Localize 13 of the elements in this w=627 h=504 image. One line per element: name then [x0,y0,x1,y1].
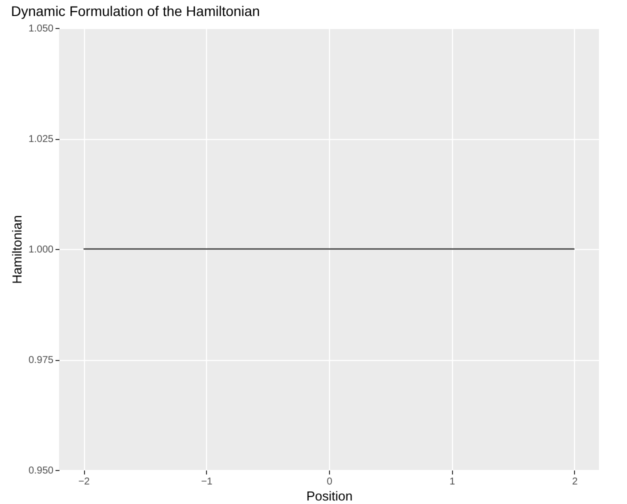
y-tick-label: 1.025 [28,134,54,145]
y-tick-label: 1.000 [28,244,54,256]
y-tick-label: 0.975 [28,355,54,366]
y-axis-title: Hamiltonian [9,215,24,284]
x-tick-label: 1 [449,476,456,488]
chart-title: Dynamic Formulation of the Hamiltonian [10,3,260,19]
x-tick-label: −1 [201,476,213,488]
x-tick-label: 0 [326,476,333,488]
x-axis-title: Position [306,488,353,504]
y-tick-label: 1.050 [28,24,54,34]
x-tick-label: 2 [572,476,578,488]
y-tick-label: 0.950 [28,466,54,476]
x-tick-label: −2 [78,476,90,488]
